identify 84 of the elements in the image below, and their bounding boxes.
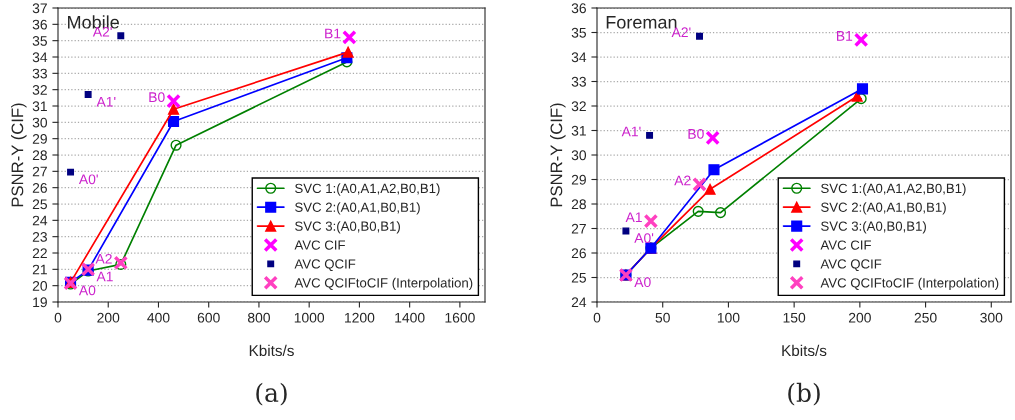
legend-label: SVC 1:(A0,A1,A2,B0,B1) — [821, 183, 966, 196]
x-tick-label: 150 — [783, 312, 806, 323]
x-tick-label: 1600 — [445, 312, 475, 323]
y-tick-label: 28 — [32, 150, 47, 161]
y-tick-label: 25 — [32, 199, 47, 210]
x-axis-title: Kbits/s — [782, 344, 827, 357]
legend-label: AVC QCIFtoCIF (Interpolation) — [820, 277, 999, 291]
x-tick-label: 50 — [655, 312, 670, 323]
y-tick-label: 29 — [571, 174, 586, 185]
y-tick-label: 33 — [32, 68, 47, 79]
x-tick-label: 300 — [980, 312, 1003, 323]
legend-label: SVC 1:(A0,A1,A2,B0,B1) — [295, 183, 440, 196]
legend-label: AVC QCIFtoCIF (Interpolation) — [294, 277, 473, 291]
legend-label: SVC 3:(A0,B0,B1) — [821, 221, 926, 234]
annotation: B0 — [688, 128, 704, 139]
y-tick-label: 27 — [32, 166, 47, 177]
y-tick-label: 32 — [571, 101, 586, 112]
annotation: A1 — [625, 212, 642, 222]
annotation: A2 — [674, 175, 691, 186]
legend-label: AVC CIF — [294, 240, 346, 250]
y-tick-label: 23 — [32, 232, 47, 242]
y-tick-label: 24 — [571, 297, 587, 308]
text: (a) — [256, 382, 287, 406]
y-tick-label: 29 — [32, 134, 47, 144]
x-axis-title: Kbits/s — [249, 344, 294, 357]
y-tick-label: 26 — [32, 183, 47, 193]
annotation: B0 — [149, 92, 165, 103]
y-tick-label: 28 — [571, 199, 586, 210]
y-tick-label: 36 — [32, 19, 47, 30]
annotation: A0 — [634, 277, 651, 288]
y-tick-label: 25 — [571, 272, 586, 283]
y-tick-label: 34 — [571, 52, 587, 63]
annotation: A1' — [96, 96, 116, 107]
annotation: A2 — [95, 253, 112, 264]
y-tick-label: 22 — [32, 248, 47, 259]
y-tick-label: 31 — [571, 125, 586, 136]
y-axis-title: PSNR-Y (CIF) — [550, 103, 566, 207]
x-tick-label: 1200 — [345, 312, 375, 323]
x-tick-label: 800 — [247, 312, 270, 323]
y-tick-label: 35 — [32, 36, 47, 46]
text: (b) — [788, 382, 820, 406]
chart-title: Mobile — [68, 15, 119, 29]
chart-title: Foreman — [606, 16, 677, 29]
legend-label: SVC 2:(A0,A1,B0,B1) — [295, 202, 420, 215]
x-tick-label: 200 — [848, 312, 871, 323]
y-tick-label: 32 — [32, 85, 47, 95]
y-tick-label: 20 — [32, 281, 48, 291]
y-tick-label: 34 — [32, 52, 48, 63]
y-axis-title: PSNR-Y (CIF) — [11, 103, 27, 207]
y-tick-label: 35 — [571, 27, 586, 38]
y-tick-label: 30 — [32, 117, 48, 128]
annotation: A1' — [621, 126, 641, 137]
annotation: A0 — [78, 285, 96, 296]
y-tick-label: 26 — [571, 248, 586, 259]
y-tick-label: 33 — [571, 76, 586, 87]
y-tick-label: 19 — [33, 297, 47, 308]
y-tick-label: 27 — [571, 223, 586, 234]
annotation: A2' — [92, 26, 112, 37]
annotation: B1 — [836, 31, 853, 41]
x-tick-label: 600 — [197, 312, 220, 323]
legend-label: AVC QCIF — [820, 259, 882, 271]
x-tick-label: 200 — [97, 312, 120, 323]
x-tick-label: 0 — [593, 312, 601, 323]
x-tick-label: 100 — [717, 312, 740, 323]
legend-label: AVC QCIF — [294, 259, 356, 271]
x-tick-label: 1400 — [395, 312, 425, 323]
x-tick-label: 1000 — [294, 312, 325, 323]
annotation: A0' — [634, 233, 654, 244]
y-tick-label: 37 — [32, 3, 47, 14]
annotation: A0' — [78, 174, 98, 185]
annotation: A2' — [671, 27, 691, 37]
y-tick-label: 31 — [32, 101, 47, 112]
legend-label: SVC 2:(A0,A1,B0,B1) — [821, 202, 946, 215]
legend-label: SVC 3:(A0,B0,B1) — [295, 221, 400, 234]
y-tick-label: 21 — [32, 264, 47, 275]
x-tick-label: 0 — [54, 312, 62, 323]
annotation: A1 — [96, 271, 113, 282]
y-tick-label: 24 — [32, 215, 48, 226]
y-tick-label: 36 — [571, 3, 586, 14]
x-tick-label: 250 — [914, 312, 937, 323]
y-tick-label: 30 — [571, 150, 587, 161]
x-tick-label: 400 — [147, 312, 170, 323]
legend-label: AVC CIF — [820, 240, 872, 250]
annotation: B1 — [325, 28, 341, 39]
